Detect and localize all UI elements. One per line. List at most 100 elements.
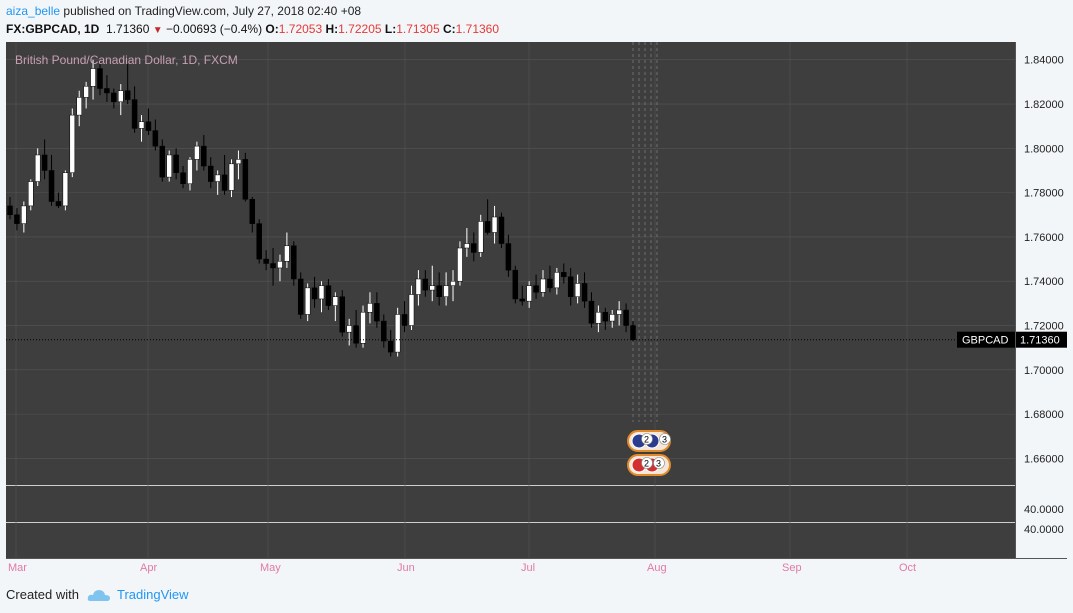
candle-body[interactable] [55, 201, 62, 207]
candle-body[interactable] [34, 154, 41, 182]
candle-body[interactable] [415, 278, 422, 295]
candle-body[interactable] [498, 216, 505, 244]
candle-body[interactable] [353, 325, 359, 344]
candle-body[interactable] [138, 121, 145, 129]
candle-body[interactable] [256, 223, 262, 260]
candle-body[interactable] [464, 243, 470, 249]
candle-body[interactable] [512, 269, 519, 300]
candle-body[interactable] [519, 298, 525, 302]
candle-body[interactable] [159, 145, 166, 178]
indicator-pane-2[interactable] [6, 522, 1015, 558]
candle-body[interactable] [325, 285, 332, 306]
candle-body[interactable] [360, 311, 366, 344]
candle-body[interactable] [457, 247, 463, 282]
candle-body[interactable] [152, 130, 159, 147]
candle-body[interactable] [277, 261, 283, 269]
candle-body[interactable] [540, 278, 546, 293]
candle-body[interactable] [118, 90, 124, 103]
candle-body[interactable] [630, 325, 636, 340]
candle-body[interactable] [284, 245, 290, 262]
candle-body[interactable] [318, 285, 325, 300]
candle-body[interactable] [484, 221, 491, 233]
candle-body[interactable] [588, 300, 595, 324]
candle-body[interactable] [48, 170, 55, 202]
candle-body[interactable] [602, 311, 609, 322]
candle-body[interactable] [201, 145, 207, 167]
candle-body[interactable] [505, 243, 512, 271]
candle-body[interactable] [166, 154, 172, 178]
candle-body[interactable] [41, 154, 48, 171]
candle-body[interactable] [104, 88, 110, 94]
candle-body[interactable] [28, 181, 34, 207]
candle-body[interactable] [221, 174, 228, 191]
candle-body[interactable] [187, 159, 193, 185]
indicator-pane-1[interactable] [6, 485, 1015, 522]
candle-body[interactable] [616, 309, 622, 315]
event-count-badge[interactable] [659, 433, 671, 445]
event-count-badge[interactable] [641, 433, 653, 445]
candle-body[interactable] [374, 303, 380, 322]
tradingview-link[interactable]: TradingView [116, 587, 189, 602]
candle-body[interactable] [436, 285, 442, 297]
candle-body[interactable] [83, 86, 89, 98]
candle-body[interactable] [270, 263, 276, 269]
candle-body[interactable] [554, 272, 560, 289]
author-link[interactable]: aiza_belle [6, 4, 61, 18]
chart-container[interactable]: 1.84000 1.82000 1.80000 1.78000 1.76000 1.740… [6, 42, 1067, 576]
candle-body[interactable] [581, 283, 588, 302]
candle-body[interactable] [235, 159, 242, 165]
candle-body[interactable] [145, 121, 152, 131]
event-count-badge[interactable] [653, 457, 665, 469]
candle-body[interactable] [228, 163, 235, 191]
candle-body[interactable] [471, 243, 477, 253]
candle-body[interactable] [62, 172, 69, 207]
candle-body[interactable] [311, 287, 318, 300]
candle-body[interactable] [194, 145, 200, 160]
candle-body[interactable] [533, 285, 539, 293]
candle-body[interactable] [408, 294, 415, 326]
candle-body[interactable] [131, 99, 138, 129]
candle-body[interactable] [21, 205, 27, 224]
candle-body[interactable] [242, 159, 249, 200]
candle-body[interactable] [97, 68, 103, 89]
candle-body[interactable] [429, 285, 436, 291]
candle-body[interactable] [574, 283, 581, 297]
candle-body[interactable] [394, 314, 401, 353]
candle-body[interactable] [491, 216, 498, 233]
candle-body[interactable] [381, 320, 387, 342]
candle-body[interactable] [526, 285, 532, 302]
candle-body[interactable] [90, 68, 96, 87]
price-axis[interactable] [1015, 42, 1067, 558]
candle-body[interactable] [69, 114, 76, 173]
candle-body[interactable] [595, 311, 602, 324]
candle-body[interactable] [609, 314, 615, 322]
candle-body[interactable] [367, 303, 373, 313]
candle-body[interactable] [124, 90, 131, 100]
candle-body[interactable] [623, 309, 629, 326]
candle-body[interactable] [339, 296, 346, 333]
candle-body[interactable] [561, 272, 567, 278]
candle-body[interactable] [207, 165, 214, 182]
candle-body[interactable] [180, 172, 186, 185]
candle-body[interactable] [173, 154, 179, 173]
candle-body[interactable] [450, 280, 456, 286]
time-axis[interactable] [6, 558, 1067, 576]
candle-body[interactable] [387, 340, 394, 353]
candle-body[interactable] [297, 278, 304, 315]
candle-body[interactable] [7, 205, 13, 216]
candle-body[interactable] [76, 97, 82, 116]
candle-body[interactable] [214, 174, 221, 182]
candle-body[interactable] [14, 214, 20, 224]
candle-body[interactable] [443, 285, 449, 297]
candle-body[interactable] [477, 221, 484, 253]
candle-body[interactable] [422, 278, 429, 291]
candle-body[interactable] [547, 278, 553, 289]
candle-body[interactable] [111, 92, 117, 103]
candle-body[interactable] [567, 276, 574, 297]
tradingview-cloud-icon[interactable] [87, 588, 111, 602]
candle-body[interactable] [332, 296, 339, 306]
price-chart[interactable]: 1.84000 1.82000 1.80000 1.78000 1.76000 1.740… [6, 42, 1067, 576]
event-count-badge[interactable] [641, 457, 653, 469]
candle-body[interactable] [249, 199, 256, 224]
candle-body[interactable] [291, 245, 297, 280]
